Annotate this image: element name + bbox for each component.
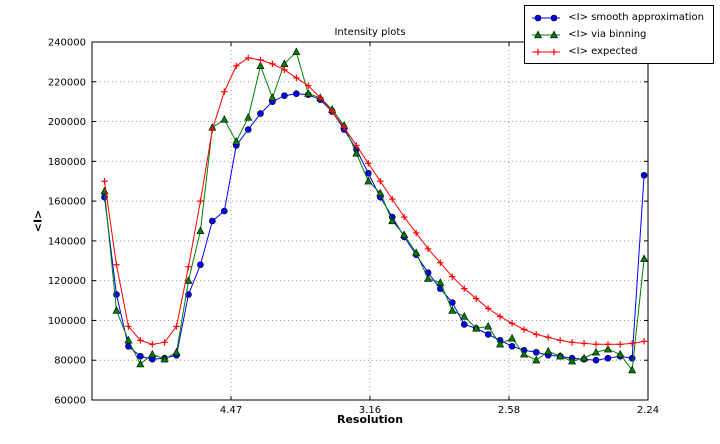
legend-label: <I> smooth approximation [568, 12, 704, 23]
legend-item-expected: <I> expected [530, 43, 704, 60]
tick-marks [92, 41, 649, 401]
y-tick-label: 100000 [48, 316, 86, 327]
chart-title: Intensity plots [334, 27, 406, 38]
legend-circle-marker-icon [532, 14, 561, 21]
y-tick-label: 160000 [48, 197, 86, 208]
y-axis-label: <I> [31, 209, 45, 233]
tick-labels: 4.47 3.16 2.58 2.24 60000 80000 100000 120000 14… [48, 38, 659, 417]
y-tick-label: 200000 [48, 117, 86, 128]
y-tick-label: 180000 [48, 157, 86, 168]
y-tick-label: 60000 [54, 396, 86, 407]
legend-item-smooth-approximation: <I> smooth approximation [530, 9, 704, 26]
legend-plus-marker-icon [532, 48, 561, 55]
x-axis-label: Resolution [336, 413, 404, 426]
legend-triangle-marker-icon [532, 30, 561, 38]
y-tick-label: 80000 [54, 356, 86, 367]
legend-box: <I> smooth approximation <I> via binning <… [524, 5, 714, 64]
legend-label: <I> expected [568, 46, 638, 57]
y-tick-label: 140000 [48, 236, 86, 247]
grid-lines [92, 42, 648, 400]
x-tick-label: 2.24 [637, 405, 659, 416]
plot-background [92, 42, 648, 400]
x-tick-label: 4.47 [220, 405, 242, 416]
series-via-binning [100, 47, 649, 374]
series-expected [101, 54, 648, 348]
legend-label: <I> via binning [568, 29, 647, 40]
x-tick-label: 2.58 [498, 405, 520, 416]
legend-item-via-binning: <I> via binning [530, 26, 704, 43]
y-tick-label: 120000 [48, 276, 86, 287]
x-tick-label: 3.16 [359, 405, 381, 416]
y-tick-label: 240000 [48, 38, 86, 49]
y-tick-label: 220000 [48, 77, 86, 88]
